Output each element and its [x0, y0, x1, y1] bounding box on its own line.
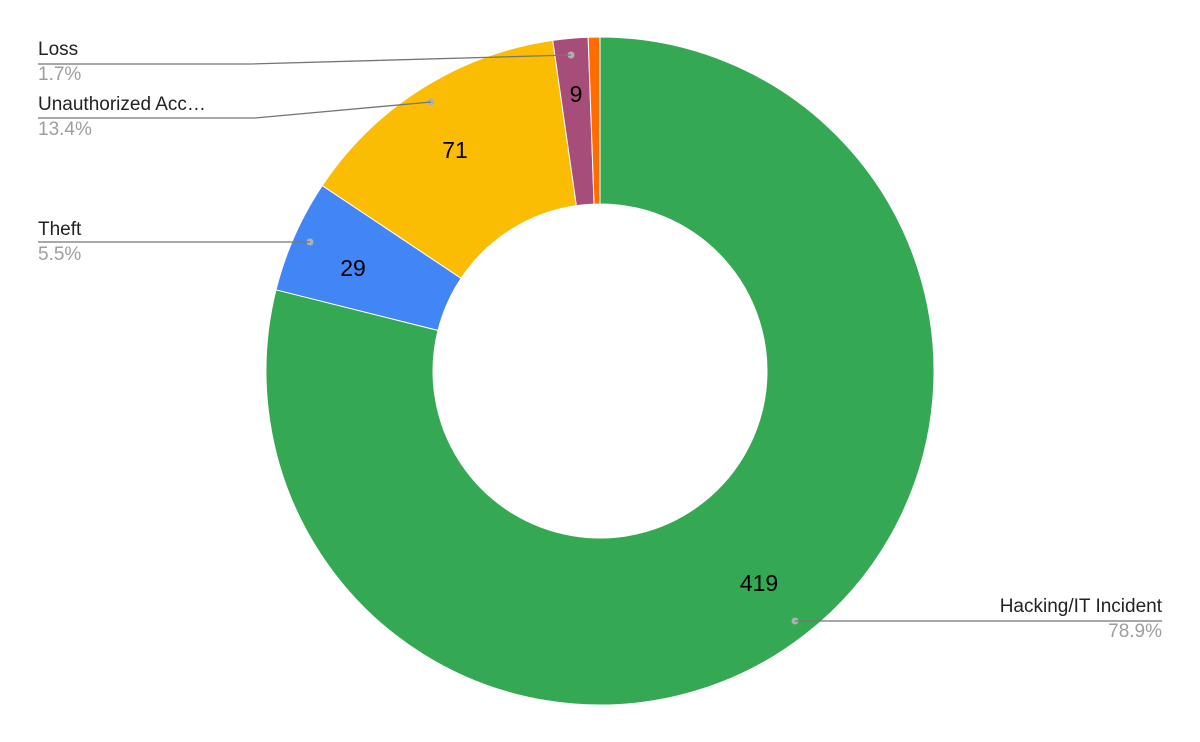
slice-other[interactable]: [587, 36, 601, 205]
callout-percent-hacking-it-incident: 78.9%: [1108, 621, 1162, 642]
donut-slices: [265, 36, 935, 706]
chart-labels: 419 Hacking/IT Incident 78.9% 29 Theft 5.5% 71…: [38, 39, 1163, 642]
callout-percent-theft: 5.5%: [38, 244, 81, 265]
callout-name-loss: Loss: [38, 39, 78, 60]
value-label-loss: 9: [570, 81, 583, 107]
leader-line-loss: [38, 54, 572, 65]
callout-name-unauthorized-acc: Unauthorized Acc…: [38, 94, 206, 115]
callout-name-theft: Theft: [38, 219, 82, 240]
callout-name-hacking-it-incident: Hacking/IT Incident: [1000, 596, 1163, 617]
slice-unauthorized-acc[interactable]: [321, 39, 577, 279]
callout-percent-loss: 1.7%: [38, 64, 81, 85]
callout-percent-unauthorized-acc: 13.4%: [38, 119, 92, 140]
value-label-theft: 29: [340, 255, 366, 281]
leader-lines: [38, 51, 1162, 625]
leader-line-unauthorized-acc: [38, 101, 432, 119]
slice-hacking-it-incident[interactable]: [265, 36, 935, 706]
value-label-hacking-it-incident: 419: [740, 570, 778, 596]
value-label-unauthorized-acc: 71: [442, 137, 468, 163]
